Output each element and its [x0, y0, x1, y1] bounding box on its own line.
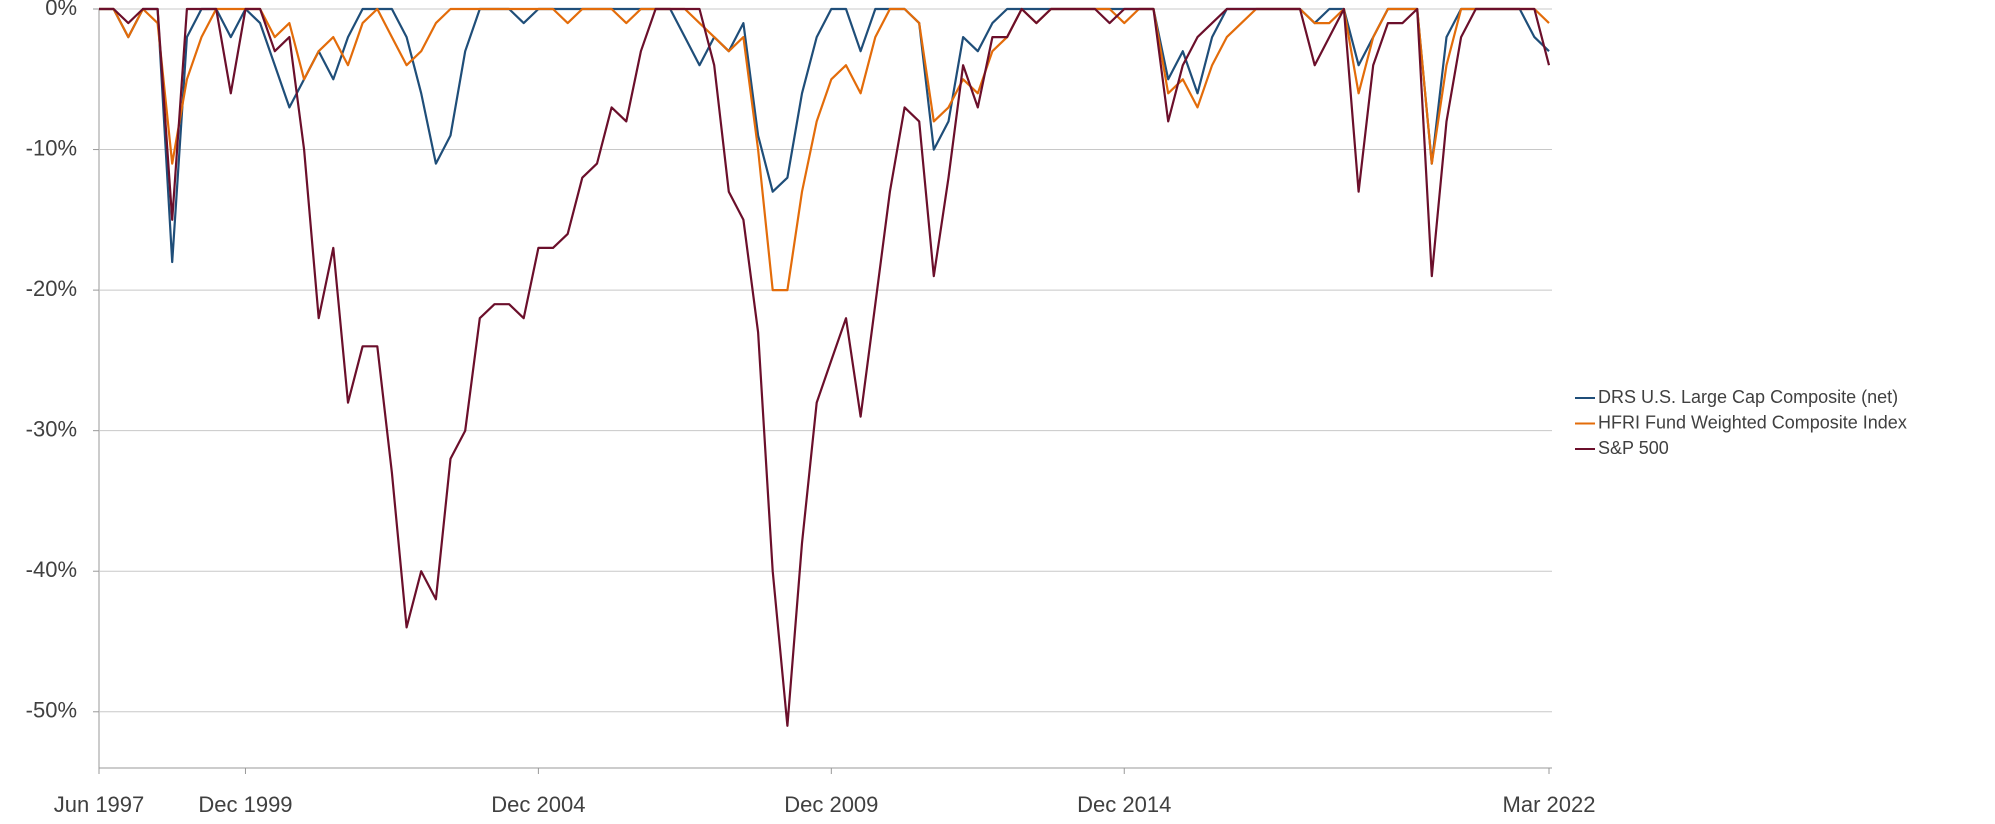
- y-tick-label: -50%: [26, 698, 77, 723]
- y-tick-label: -10%: [26, 135, 77, 160]
- y-tick-label: -40%: [26, 557, 77, 582]
- legend-label: S&P 500: [1598, 438, 1669, 458]
- x-tick-label: Jun 1997: [54, 792, 145, 817]
- y-tick-label: -20%: [26, 276, 77, 301]
- legend-label: HFRI Fund Weighted Composite Index: [1598, 412, 1907, 432]
- series-line: [99, 7, 1550, 264]
- series-line: [99, 7, 1551, 727]
- x-tick-label: Mar 2022: [1503, 792, 1596, 817]
- y-tick-label: 0%: [45, 0, 77, 20]
- x-tick-label: Dec 1999: [198, 792, 292, 817]
- y-tick-label: -30%: [26, 416, 77, 441]
- x-tick-label: Dec 2004: [491, 792, 585, 817]
- series-line: [99, 7, 1550, 292]
- x-tick-label: Dec 2014: [1077, 792, 1171, 817]
- x-tick-label: Dec 2009: [784, 792, 878, 817]
- legend-label: DRS U.S. Large Cap Composite (net): [1598, 387, 1898, 407]
